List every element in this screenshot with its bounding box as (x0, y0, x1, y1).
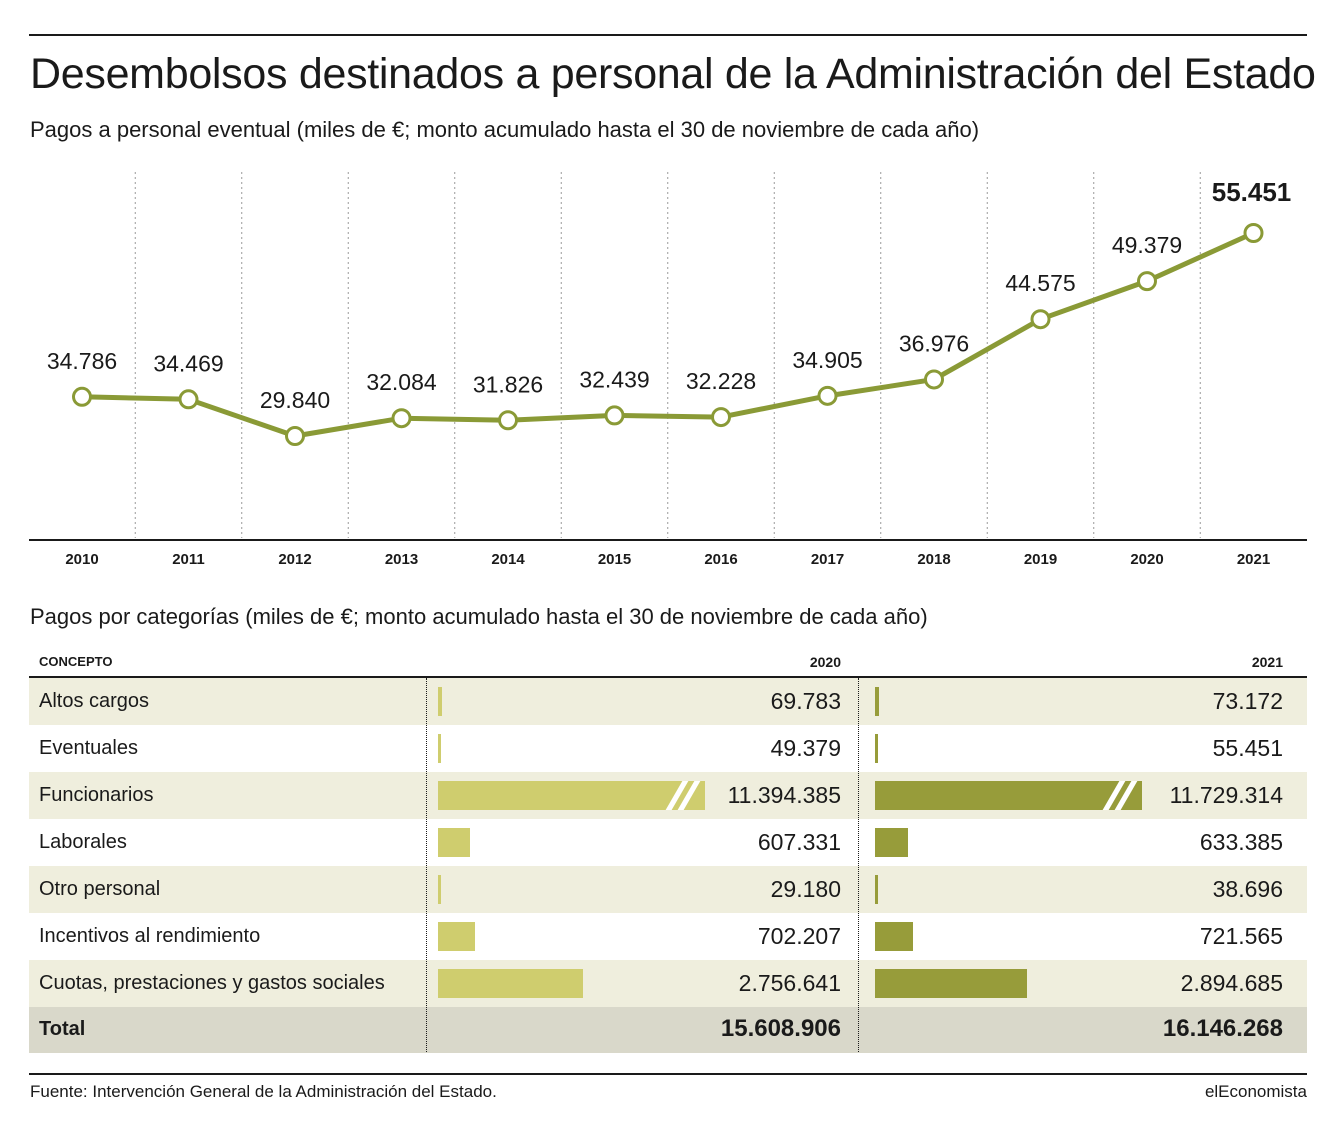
x-tick-2017: 2017 (811, 551, 844, 568)
bar-2021 (875, 922, 913, 951)
value-2020: 49.379 (770, 735, 841, 761)
row-label: Incentivos al rendimiento (39, 925, 261, 947)
value-2020: 29.180 (770, 876, 841, 902)
data-point-2010 (72, 386, 92, 407)
row-label: Laborales (39, 831, 127, 853)
line-chart-subtitle: Pagos a personal eventual (miles de €; m… (30, 117, 980, 142)
x-tick-2021: 2021 (1237, 551, 1270, 568)
category-table: CONCEPTO 2020 2021 Altos cargos 69.783 73.… (29, 648, 1307, 1053)
bar-2021 (875, 687, 879, 716)
bar-2021 (875, 828, 909, 857)
data-label-2011: 34.469 (153, 350, 223, 376)
data-label-2013: 32.084 (366, 369, 437, 395)
data-point-2019 (1030, 309, 1051, 330)
table-row: Altos cargos 69.783 73.172 (29, 678, 1307, 725)
row-label: Cuotas, prestaciones y gastos sociales (39, 972, 385, 994)
bar-2021 (875, 875, 878, 904)
x-tick-2019: 2019 (1024, 551, 1057, 568)
data-label-2020: 49.379 (1112, 232, 1182, 258)
column-separator-2021 (858, 678, 859, 1052)
value-2021: 721.565 (1199, 923, 1283, 949)
bar-2020 (438, 781, 705, 810)
bar-2020 (438, 969, 583, 998)
row-label: Funcionarios (39, 784, 154, 806)
value-2021: 38.696 (1212, 876, 1283, 902)
data-point-2013 (391, 408, 412, 429)
brand-logo-text: elEconomista (1204, 1082, 1307, 1101)
bar-2020 (438, 734, 441, 763)
data-point-2020 (1137, 271, 1157, 292)
data-point-2016 (711, 407, 731, 428)
value-2020: 607.331 (757, 829, 841, 855)
data-point-2014 (498, 410, 518, 431)
x-tick-2010: 2010 (65, 551, 98, 568)
data-point-2012 (285, 426, 305, 446)
header-2021: 2021 (1251, 654, 1283, 670)
bar-2021 (875, 781, 1142, 810)
table-row: Otro personal 29.180 38.696 (29, 866, 1307, 913)
table-subtitle: Pagos por categorías (miles de €; monto … (30, 604, 928, 629)
data-label-2015: 32.439 (579, 366, 649, 392)
data-point-2017 (817, 385, 838, 406)
value-2021: 11.729.314 (1169, 782, 1283, 808)
data-label-2019: 44.575 (1005, 270, 1075, 296)
data-point-2011 (178, 389, 199, 410)
table-row: Funcionarios 11.394.385 11.729.314 (29, 772, 1307, 819)
table-row: Cuotas, prestaciones y gastos sociales 2.… (29, 960, 1307, 1007)
value-2021: 55.451 (1212, 735, 1283, 761)
table-row: Eventuales 49.379 55.451 (29, 725, 1307, 772)
data-label-2014: 31.826 (473, 371, 543, 397)
total-label: Total (39, 1018, 86, 1040)
data-point-2021 (1243, 223, 1264, 243)
total-value-2021: 16.146.268 (1162, 1015, 1283, 1042)
value-2021: 633.385 (1199, 829, 1283, 855)
data-label-2018: 36.976 (899, 330, 969, 356)
value-2021: 2.894.685 (1180, 970, 1283, 996)
bar-2021 (875, 734, 878, 763)
x-tick-2015: 2015 (598, 551, 631, 568)
source-note: Fuente: Intervención General de la Admin… (30, 1082, 497, 1101)
row-label: Otro personal (39, 878, 161, 900)
data-label-2017: 34.905 (792, 347, 862, 373)
value-2020: 11.394.385 (727, 782, 841, 808)
value-2020: 69.783 (770, 688, 841, 714)
bar-2020 (438, 828, 470, 857)
table-row: Laborales 607.331 633.385 (29, 819, 1307, 866)
x-tick-2020: 2020 (1130, 551, 1163, 568)
table-body: Altos cargos 69.783 73.172 Eventuales 49.379… (29, 678, 1307, 1053)
bottom-rule (29, 1073, 1307, 1075)
x-tick-2011: 2011 (172, 551, 205, 568)
bar-2020 (438, 875, 441, 904)
table-row: Incentivos al rendimiento 702.207 721.565 (29, 913, 1307, 960)
bar-2020 (438, 922, 475, 951)
bar-2020 (438, 687, 442, 716)
value-2020: 702.207 (757, 923, 841, 949)
bar-2021 (875, 969, 1028, 998)
row-label: Altos cargos (39, 690, 150, 712)
data-label-2016: 32.228 (686, 368, 756, 394)
page-title: Desembolsos destinados a personal de la … (30, 50, 1316, 98)
total-value-2020: 15.608.906 (720, 1015, 841, 1042)
data-label-2012: 29.840 (260, 387, 330, 413)
x-tick-2014: 2014 (491, 551, 525, 568)
top-rule (29, 34, 1307, 36)
x-tick-2013: 2013 (385, 551, 418, 568)
header-concept: CONCEPTO (39, 654, 113, 669)
header-2020: 2020 (809, 654, 841, 670)
value-2020: 2.756.641 (738, 970, 841, 996)
row-label: Eventuales (39, 737, 138, 759)
value-2021: 73.172 (1212, 688, 1283, 714)
series-line (81, 230, 1255, 439)
table-header: CONCEPTO 2020 2021 (29, 648, 1307, 678)
x-tick-2018: 2018 (917, 551, 950, 568)
total-row: Total 15.608.906 16.146.268 (29, 1007, 1307, 1053)
data-point-2015 (604, 405, 625, 426)
data-label-2021: 55.451 (1212, 177, 1292, 207)
column-separator-2020 (426, 678, 427, 1052)
data-point-2018 (924, 369, 944, 390)
x-tick-2012: 2012 (278, 551, 311, 568)
x-tick-2016: 2016 (704, 551, 737, 568)
line-chart: 34.786 2010 34.469 2011 29.840 2012 32.084 2013… (29, 172, 1307, 568)
data-label-2010: 34.786 (47, 348, 117, 374)
